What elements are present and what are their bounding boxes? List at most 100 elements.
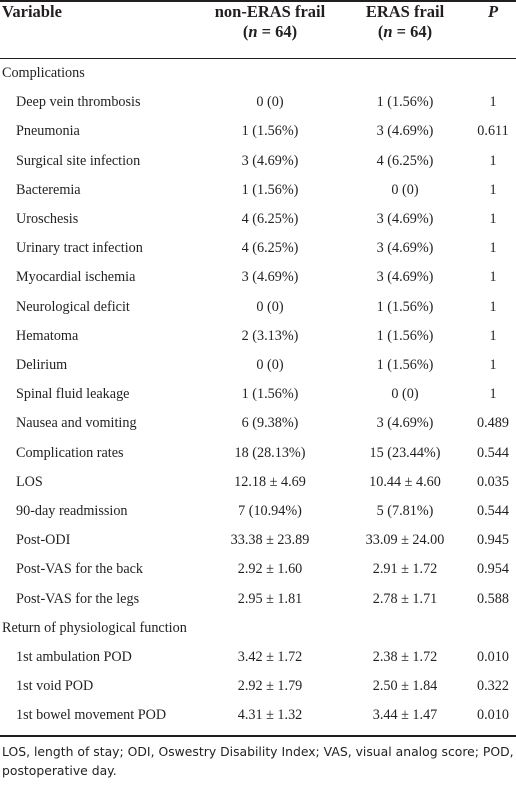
- row-non-eras-value: 2 (3.13%): [241, 327, 299, 344]
- row-non-eras-value: 1 (1.56%): [241, 386, 299, 403]
- row-eras-value: 1 (1.56%): [376, 94, 434, 111]
- row-non-eras-value: 3 (4.69%): [241, 269, 299, 286]
- section-title: Return of physiological function: [2, 619, 187, 636]
- row-eras-value: 3.44 ± 1.47: [372, 707, 438, 724]
- row-p-value: 1: [489, 386, 497, 403]
- row-eras-value: 15 (23.44%): [369, 444, 441, 461]
- row-non-eras-value: 6 (9.38%): [241, 415, 299, 432]
- row-p-value: 0.489: [477, 415, 509, 432]
- row-non-eras-value: 3.42 ± 1.72: [237, 649, 303, 665]
- row-eras-value: 0 (0): [391, 181, 419, 198]
- table-row: Neurological deficit 0 (0) 1 (1.56%) 1: [0, 293, 516, 322]
- row-non-eras-value: 7 (10.94%): [238, 503, 302, 519]
- row-p-value: 0.611: [477, 123, 509, 140]
- row-eras-value: 1 (1.56%): [376, 298, 434, 315]
- row-variable: Neurological deficit: [16, 298, 130, 315]
- row-non-eras-value: 1 (1.56%): [241, 181, 299, 198]
- row-p-value: 0.954: [477, 561, 509, 578]
- table-row: Urinary tract infection 4 (6.25%) 3 (4.69%…: [0, 234, 516, 263]
- row-p-value: 1: [489, 357, 497, 373]
- row-eras-value: 3 (4.69%): [376, 269, 434, 286]
- row-variable: Deep vein thrombosis: [16, 94, 141, 111]
- row-variable: Bacteremia: [16, 181, 81, 198]
- row-non-eras-value: 4 (6.25%): [241, 240, 299, 257]
- row-p-value: 1: [489, 240, 497, 257]
- table-row: Post-VAS for the back 2.92 ± 1.60 2.91 ± 1…: [0, 555, 516, 584]
- row-p-value: 0.010: [477, 649, 509, 665]
- row-eras-value: 33.09 ± 24.00: [365, 532, 445, 549]
- table-row: Surgical site infection 3 (4.69%) 4 (6.25%…: [0, 147, 516, 176]
- section-title: Complications: [2, 65, 85, 81]
- row-non-eras-value: 0 (0): [256, 357, 284, 373]
- row-eras-value: 3 (4.69%): [376, 415, 434, 432]
- row-p-value: 0.010: [477, 707, 509, 724]
- table-row: 1st bowel movement POD 4.31 ± 1.32 3.44 ± …: [0, 701, 516, 730]
- row-non-eras-value: 2.95 ± 1.81: [237, 590, 303, 607]
- table-row: LOS 12.18 ± 4.69 10.44 ± 4.60 0.035: [0, 468, 516, 497]
- row-variable: Uroschesis: [16, 211, 79, 227]
- row-non-eras-value: 2.92 ± 1.79: [237, 678, 303, 695]
- bottom-rule: [0, 735, 516, 737]
- row-variable: 90-day readmission: [16, 503, 128, 519]
- header-group-b: ERAS frail (n = 64): [345, 2, 465, 42]
- row-eras-value: 3 (4.69%): [376, 240, 434, 257]
- row-variable: Hematoma: [16, 327, 79, 344]
- row-variable: Myocardial ischemia: [16, 269, 136, 286]
- row-eras-value: 10.44 ± 4.60: [369, 473, 441, 490]
- row-p-value: 1: [489, 152, 497, 169]
- row-p-value: 1: [489, 327, 497, 344]
- header-group-a-n: (n = 64): [242, 22, 298, 41]
- table-row: Complication rates 18 (28.13%) 15 (23.44%)…: [0, 439, 516, 468]
- row-variable: Nausea and vomiting: [16, 415, 137, 432]
- table-row: Bacteremia 1 (1.56%) 0 (0) 1: [0, 176, 516, 205]
- row-variable: Pneumonia: [16, 123, 80, 140]
- row-eras-value: 1 (1.56%): [376, 357, 434, 373]
- header-group-a: non-ERAS frail (n = 64): [200, 2, 340, 42]
- row-variable: Urinary tract infection: [16, 240, 143, 257]
- table-row: Post-VAS for the legs 2.95 ± 1.81 2.78 ± 1…: [0, 585, 516, 614]
- row-non-eras-value: 2.92 ± 1.60: [237, 561, 303, 578]
- table-row: Uroschesis 4 (6.25%) 3 (4.69%) 1: [0, 205, 516, 234]
- row-non-eras-value: 1 (1.56%): [241, 123, 299, 140]
- table-row: Myocardial ischemia 3 (4.69%) 3 (4.69%) 1: [0, 263, 516, 292]
- row-p-value: 0.035: [477, 473, 509, 490]
- row-eras-value: 2.91 ± 1.72: [372, 561, 438, 578]
- row-variable: Post-VAS for the legs: [16, 590, 140, 607]
- row-non-eras-value: 12.18 ± 4.69: [234, 473, 306, 490]
- table-row: Pneumonia 1 (1.56%) 3 (4.69%) 0.611: [0, 117, 516, 146]
- row-variable: Delirium: [16, 357, 68, 373]
- row-p-value: 1: [489, 94, 497, 111]
- row-eras-value: 3 (4.69%): [376, 123, 434, 140]
- row-p-value: 0.544: [477, 503, 509, 519]
- row-variable: Spinal fluid leakage: [16, 386, 130, 403]
- row-variable: Post-VAS for the back: [16, 561, 144, 578]
- header-group-b-label: ERAS frail: [365, 2, 445, 21]
- row-non-eras-value: 18 (28.13%): [234, 444, 306, 461]
- table-row: Deep vein thrombosis 0 (0) 1 (1.56%) 1: [0, 88, 516, 117]
- row-non-eras-value: 33.38 ± 23.89: [230, 532, 310, 549]
- section-header-row: Complications: [0, 59, 516, 88]
- row-variable: 1st void POD: [16, 678, 94, 695]
- table-footnote: LOS, length of stay; ODI, Oswestry Disab…: [2, 744, 514, 778]
- table-header: Variable non-ERAS frail (n = 64) ERAS fr…: [0, 0, 516, 58]
- row-p-value: 1: [489, 211, 497, 227]
- row-non-eras-value: 4 (6.25%): [241, 211, 299, 227]
- header-p-label: P: [487, 2, 499, 21]
- row-p-value: 0.544: [477, 444, 509, 461]
- table-row: Spinal fluid leakage 1 (1.56%) 0 (0) 1: [0, 380, 516, 409]
- table-row: Post-ODI 33.38 ± 23.89 33.09 ± 24.00 0.945: [0, 526, 516, 555]
- row-variable: Complication rates: [16, 444, 124, 461]
- row-eras-value: 4 (6.25%): [376, 152, 434, 169]
- table-row: Hematoma 2 (3.13%) 1 (1.56%) 1: [0, 322, 516, 351]
- row-eras-value: 1 (1.56%): [376, 327, 434, 344]
- row-non-eras-value: 0 (0): [256, 94, 284, 111]
- table-row: 1st ambulation POD 3.42 ± 1.72 2.38 ± 1.72…: [0, 643, 516, 672]
- header-p: P: [470, 2, 516, 22]
- header-group-a-label: non-ERAS frail: [214, 2, 326, 21]
- row-non-eras-value: 3 (4.69%): [241, 152, 299, 169]
- table-row: 1st void POD 2.92 ± 1.79 2.50 ± 1.84 0.322: [0, 672, 516, 701]
- row-eras-value: 3 (4.69%): [376, 211, 434, 227]
- row-eras-value: 2.38 ± 1.72: [372, 649, 438, 665]
- header-rule: [0, 58, 516, 59]
- row-eras-value: 0 (0): [391, 386, 419, 403]
